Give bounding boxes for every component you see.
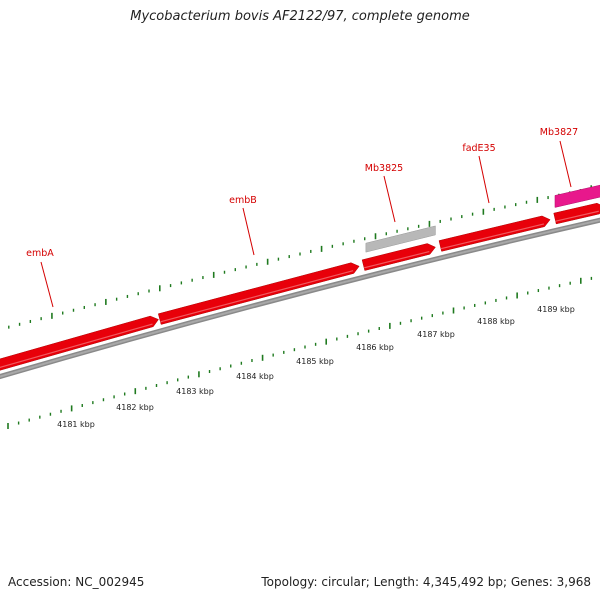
gene-label: embB xyxy=(229,195,257,206)
gene-label: Mb3827 xyxy=(540,127,578,138)
lower-tick-row xyxy=(7,276,593,429)
gene-label: embA xyxy=(26,248,54,259)
gene-label: fadE35 xyxy=(462,143,495,154)
feature-track xyxy=(0,184,600,371)
gene-label: Mb3825 xyxy=(365,163,403,174)
backbone-line xyxy=(0,217,600,380)
gene-label-leader xyxy=(478,155,490,204)
upper-tick-row xyxy=(8,185,593,329)
gene-arrow xyxy=(438,215,551,252)
gene-arrow xyxy=(553,202,600,225)
kbp-tick-label: 4181 kbp xyxy=(57,420,95,429)
gene-arrow-sheen xyxy=(160,270,354,323)
genome-backbone xyxy=(0,217,600,380)
kbp-tick-label: 4185 kbp xyxy=(296,357,334,366)
gene-arrow xyxy=(157,262,360,325)
map-title: Mycobacterium bovis AF2122/97, complete … xyxy=(130,9,470,24)
gene-arrow xyxy=(361,243,436,271)
gene-block-pink xyxy=(554,184,600,208)
gene-label-leader xyxy=(242,207,255,256)
kbp-tick-label: 4188 kbp xyxy=(477,317,515,326)
gene-arrow xyxy=(0,315,159,371)
gene-arrow-sheen xyxy=(363,250,430,269)
kbp-tick-label: 4182 kbp xyxy=(116,403,154,412)
gene-arrow-sheen xyxy=(440,223,545,250)
kbp-tick-label: 4183 kbp xyxy=(176,387,214,396)
dash-track xyxy=(7,185,593,429)
kbp-tick-label: 4187 kbp xyxy=(417,330,455,339)
accession-text: Accession: NC_002945 xyxy=(8,575,145,589)
backbone-highlight xyxy=(0,219,600,378)
gene-label-leader xyxy=(40,261,54,308)
kbp-ruler: 4181 kbp 4182 kbp 4183 kbp 4184 kbp 4185 kbp… xyxy=(57,305,575,429)
gene-arrow-sheen xyxy=(555,210,599,222)
genome-summary-text: Topology: circular; Length: 4,345,492 bp… xyxy=(261,575,591,589)
kbp-tick-label: 4189 kbp xyxy=(537,305,575,314)
gene-arrow-sheen xyxy=(0,323,153,369)
pseudogene-block xyxy=(365,225,436,253)
kbp-tick-label: 4184 kbp xyxy=(236,372,274,381)
gene-label-leader xyxy=(559,140,572,188)
gene-label-layer: embA embB Mb3825 fadE35 Mb3827 xyxy=(26,127,578,308)
gene-label-leader xyxy=(383,175,396,223)
kbp-tick-label: 4186 kbp xyxy=(356,343,394,352)
